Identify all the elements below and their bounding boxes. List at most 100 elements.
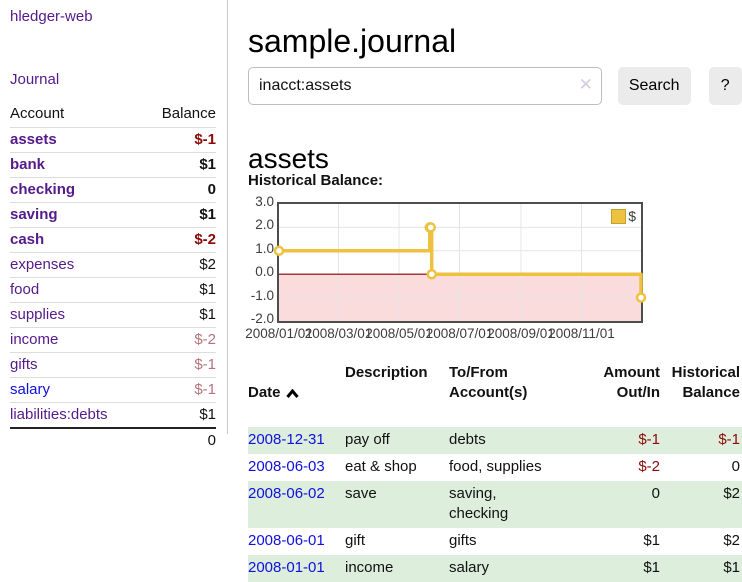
transaction-date-link[interactable]: 2008-06-01 <box>248 532 325 549</box>
transaction-date-link[interactable]: 2008-06-02 <box>248 485 325 502</box>
account-link-expenses[interactable]: expenses <box>10 256 75 273</box>
register-row[interactable]: 2008-01-01 income salary $1 $1 <box>248 555 742 582</box>
transaction-accounts: salary <box>449 559 490 576</box>
x-axis-tick-label: 2008/05/01 <box>365 326 433 341</box>
search-form: ✕ Search ? <box>248 67 742 105</box>
y-axis-tick-label: -1.0 <box>250 287 274 303</box>
accounts-header-account: Account <box>10 105 65 122</box>
account-row: liabilities:debts $1 <box>10 402 216 428</box>
account-link-salary[interactable]: salary <box>10 381 51 398</box>
account-row: bank $1 <box>10 152 216 178</box>
register-row[interactable]: 2008-06-03 eat & shop food, supplies $-2… <box>248 454 742 481</box>
legend-swatch-icon <box>611 208 627 224</box>
register-header-description: Description <box>345 364 428 381</box>
y-axis-tick-label: 0.0 <box>255 264 274 280</box>
account-balance: $-2 <box>142 227 216 253</box>
account-link-supplies[interactable]: supplies <box>10 306 66 323</box>
account-balance: $1 <box>142 202 216 228</box>
transaction-amount: $-1 <box>638 431 660 448</box>
register-row[interactable]: 2008-06-02 save saving, checking 0 $2 <box>248 481 742 528</box>
register-header-accounts: To/From Account(s) <box>449 364 528 401</box>
register-table: Date Description To/From Account(s) Amou… <box>248 360 742 582</box>
account-balance: $1 <box>142 402 216 428</box>
accounts-table: Account Balance assets $-1 bank $1 checkin… <box>10 101 216 453</box>
account-row: checking 0 <box>10 177 216 203</box>
accounts-header-balance: Balance <box>161 105 216 122</box>
chart-plot-area: $ <box>273 202 647 323</box>
account-link-income[interactable]: income <box>10 331 59 348</box>
historical-balance-chart: $ 3.0 2.0 1.0 0.0 -1.0 -2.0 2008/01/01 2008/03/… <box>245 194 742 346</box>
account-title: assets <box>248 143 329 175</box>
transaction-description: gift <box>345 532 366 549</box>
main-content: sample.journal ✕ Search ? assets Histori… <box>245 0 742 582</box>
search-button[interactable]: Search <box>617 67 691 105</box>
search-box: ✕ <box>248 67 602 105</box>
x-axis-tick-label: 2008/09/01 <box>487 326 555 341</box>
accounts-total-value: 0 <box>142 427 216 453</box>
transaction-date-link[interactable]: 2008-06-03 <box>248 458 325 475</box>
account-link-assets[interactable]: assets <box>10 131 57 148</box>
account-link-food[interactable]: food <box>10 281 40 298</box>
transaction-historical-balance: 0 <box>731 458 740 475</box>
register-header-date[interactable]: Date <box>248 384 281 401</box>
account-balance: $1 <box>142 277 216 303</box>
transaction-accounts: debts <box>449 431 486 448</box>
account-row: expenses $2 <box>10 252 216 278</box>
account-row: income $-2 <box>10 327 216 353</box>
transaction-accounts: gifts <box>449 532 477 549</box>
account-balance: $-2 <box>142 327 216 353</box>
register-header-amount: Amount Out/In <box>603 364 660 401</box>
sidebar-journal-link[interactable]: Journal <box>10 71 60 88</box>
app-brand-link[interactable]: hledger-web <box>10 8 93 25</box>
y-axis-tick-label: 1.0 <box>255 240 274 256</box>
sort-ascending-icon <box>285 389 299 398</box>
account-balance: $-1 <box>142 127 216 153</box>
account-link-cash[interactable]: cash <box>10 231 45 248</box>
account-link-checking[interactable]: checking <box>10 181 76 198</box>
x-axis-tick-label: 2008/01/01 <box>245 326 313 341</box>
account-balance: 0 <box>142 177 216 203</box>
transaction-date-link[interactable]: 2008-12-31 <box>248 431 325 448</box>
account-balance: $-1 <box>142 352 216 378</box>
transaction-date-link[interactable]: 2008-01-01 <box>248 559 325 576</box>
transaction-accounts: saving, checking <box>449 485 509 522</box>
register-header-historical: Historical Balance <box>671 364 740 401</box>
sidebar: hledger-web Journal Account Balance asse… <box>0 0 228 453</box>
page-title: sample.journal <box>248 23 457 60</box>
transaction-historical-balance: $2 <box>723 532 740 549</box>
account-row: assets $-1 <box>10 127 216 153</box>
account-row: gifts $-1 <box>10 352 216 378</box>
transaction-historical-balance: $-1 <box>718 431 740 448</box>
chart-legend: $ <box>611 208 636 224</box>
account-row: supplies $1 <box>10 302 216 328</box>
help-button[interactable]: ? <box>708 67 742 105</box>
chart-title: Historical Balance: <box>248 172 384 189</box>
account-link-gifts[interactable]: gifts <box>10 356 38 373</box>
transaction-amount: $1 <box>643 559 660 576</box>
x-axis-tick-label: 2008/11/01 <box>548 326 615 341</box>
account-row: saving $1 <box>10 202 216 228</box>
y-axis-tick-label: 3.0 <box>255 194 274 209</box>
account-link-bank[interactable]: bank <box>10 156 46 173</box>
register-row[interactable]: 2008-06-01 gift gifts $1 $2 <box>248 528 742 555</box>
account-row: food $1 <box>10 277 216 303</box>
x-axis-tick-label: 2008/03/01 <box>304 326 373 341</box>
account-balance: $1 <box>142 152 216 178</box>
transaction-historical-balance: $1 <box>723 559 740 576</box>
account-row: cash $-2 <box>10 227 216 253</box>
account-balance: $2 <box>142 252 216 278</box>
search-input[interactable] <box>248 67 602 105</box>
account-link-saving[interactable]: saving <box>10 206 58 223</box>
clear-search-icon[interactable]: ✕ <box>578 75 593 94</box>
legend-label: $ <box>628 208 636 224</box>
transaction-description: pay off <box>345 431 390 448</box>
x-axis-tick-label: 2008/07/01 <box>425 326 494 341</box>
transaction-description: save <box>345 485 377 502</box>
transaction-amount: 0 <box>651 485 660 502</box>
transaction-description: eat & shop <box>345 458 417 475</box>
account-link-liabilities-debts[interactable]: liabilities:debts <box>10 406 108 423</box>
accounts-total-row: 0 <box>10 427 216 453</box>
register-row[interactable]: 2008-12-31 pay off debts $-1 $-1 <box>248 427 742 454</box>
y-axis-tick-label: -2.0 <box>250 311 274 326</box>
transaction-amount: $1 <box>643 532 660 549</box>
